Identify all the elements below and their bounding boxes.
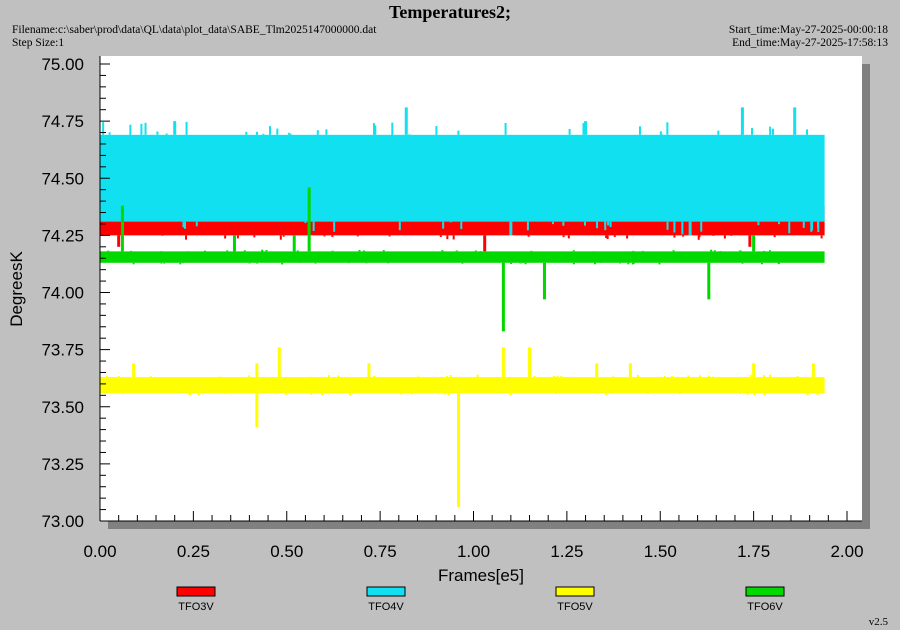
x-tick-label: 1.25 bbox=[550, 542, 583, 561]
series-tfo4v bbox=[100, 107, 825, 236]
series-layer bbox=[99, 107, 825, 508]
chart-title: Temperatures2; bbox=[389, 2, 511, 22]
series-band-tfo6v bbox=[100, 251, 825, 263]
legend-item-tfo6v: TFO6V bbox=[745, 586, 785, 613]
legend-item-tfo5v: TFO5V bbox=[555, 586, 595, 613]
series-tfo6v bbox=[99, 187, 825, 332]
x-tick-label: 1.00 bbox=[457, 542, 490, 561]
y-tick-label: 73.50 bbox=[41, 398, 84, 417]
filename-label: Filename:c:\saber\prod\data\QL\data\plot… bbox=[12, 24, 377, 36]
y-tick-label: 73.25 bbox=[41, 455, 84, 474]
legend-label: TFO4V bbox=[368, 601, 404, 613]
x-tick-label: 2.00 bbox=[830, 542, 863, 561]
y-tick-label: 73.00 bbox=[41, 512, 84, 531]
y-tick-label: 74.25 bbox=[41, 226, 84, 245]
legend-label: TFO3V bbox=[178, 601, 214, 613]
series-band-tfo4v bbox=[100, 134, 825, 222]
y-tick-label: 74.00 bbox=[41, 284, 84, 303]
legend: TFO3V TFO4V TFO5V TFO6V bbox=[176, 586, 785, 613]
plot-area bbox=[100, 56, 862, 521]
x-tick-label: 0.25 bbox=[177, 542, 210, 561]
y-tick-label: 74.50 bbox=[41, 169, 84, 188]
legend-swatch bbox=[366, 586, 406, 597]
legend-item-tfo4v: TFO4V bbox=[366, 586, 406, 613]
version-label: v2.5 bbox=[868, 616, 888, 628]
legend-swatch bbox=[745, 586, 785, 597]
legend-label: TFO6V bbox=[747, 601, 783, 613]
x-tick-label: 0.00 bbox=[83, 542, 116, 561]
x-tick-label: 1.75 bbox=[737, 542, 770, 561]
start-time-label: Start_time:May-27-2025-00:00:18 bbox=[728, 24, 888, 36]
end-time-label: End_time:May-27-2025-17:58:13 bbox=[732, 37, 888, 49]
axis-layer: 73.00 73.25 73.50 73.75 74.00 74.25 74.50 74.75… bbox=[41, 55, 863, 561]
legend-swatch bbox=[176, 586, 216, 597]
legend-swatch bbox=[555, 586, 595, 597]
step-size-label: Step Size:1 bbox=[12, 37, 65, 49]
x-tick-label: 1.50 bbox=[644, 542, 677, 561]
series-tfo5v bbox=[100, 347, 825, 508]
legend-label: TFO5V bbox=[557, 601, 593, 613]
y-tick-label: 74.75 bbox=[41, 112, 84, 131]
x-tick-label: 0.50 bbox=[270, 542, 303, 561]
y-tick-label: 75.00 bbox=[41, 55, 84, 74]
legend-item-tfo3v: TFO3V bbox=[176, 586, 216, 613]
x-tick-label: 0.75 bbox=[364, 542, 397, 561]
y-tick-label: 73.75 bbox=[41, 341, 84, 360]
series-band-tfo5v bbox=[100, 377, 825, 394]
x-axis-title: Frames[e5] bbox=[438, 566, 524, 585]
y-axis-title: DegreesK bbox=[7, 251, 26, 327]
